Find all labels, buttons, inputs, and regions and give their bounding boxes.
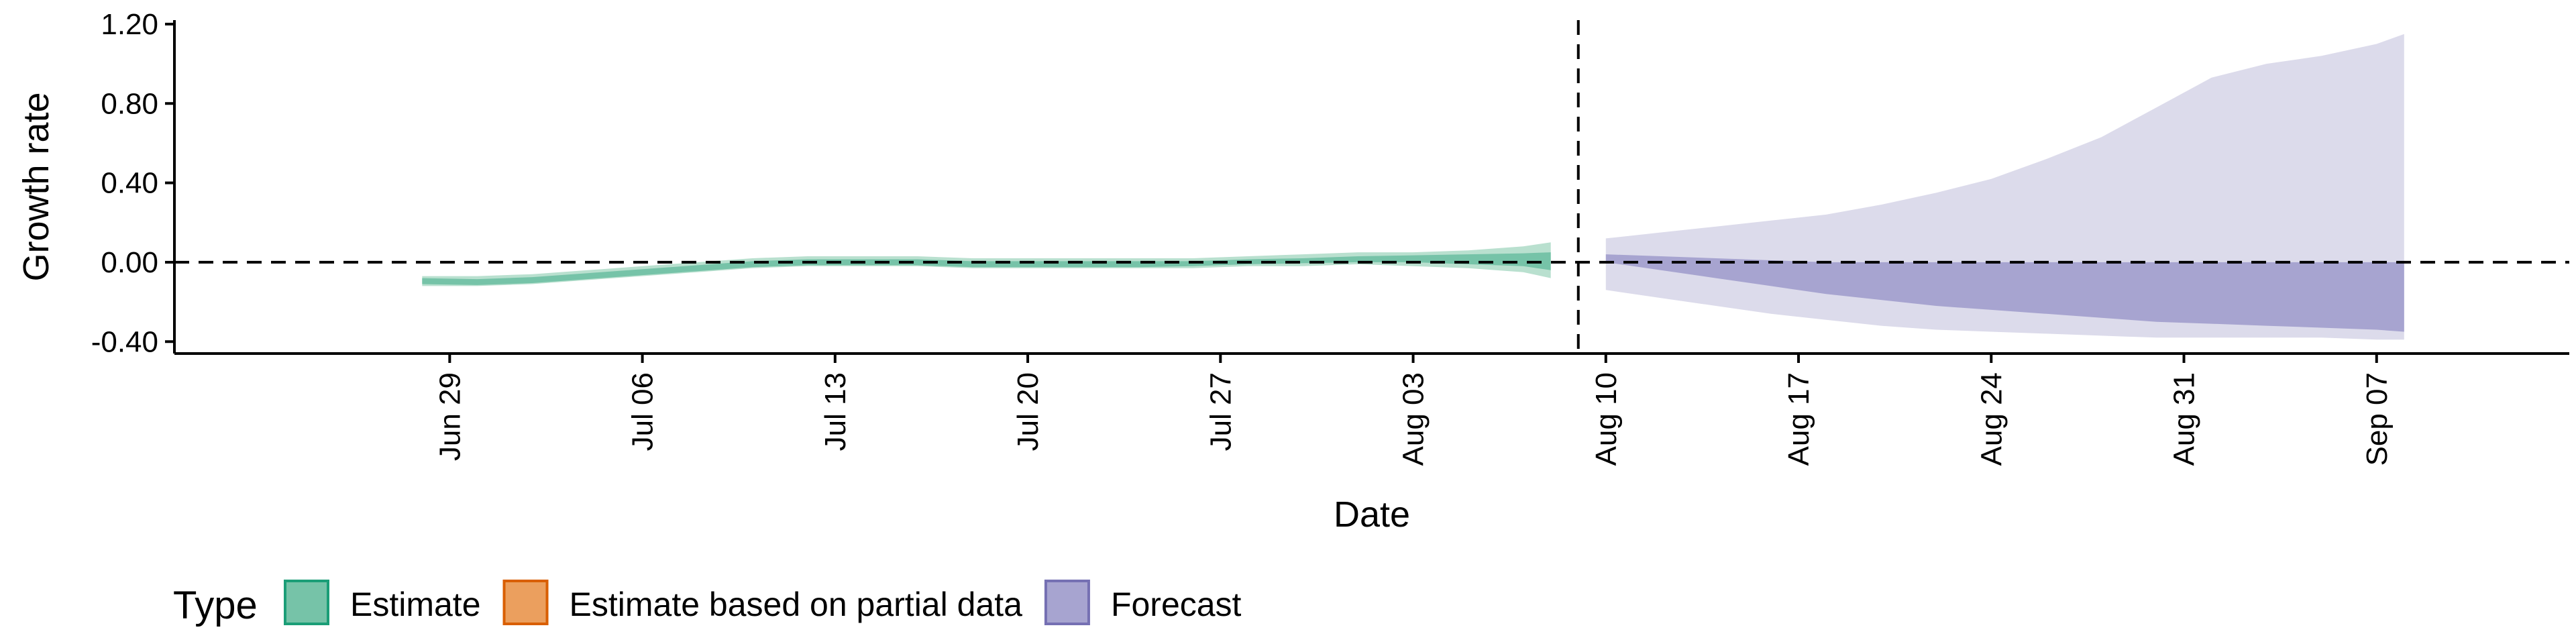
y-tick-label: 0.80 <box>101 87 158 120</box>
x-tick-label: Aug 24 <box>1975 372 2008 466</box>
y-tick-label: 0.40 <box>101 167 158 200</box>
x-tick-label: Jul 20 <box>1012 372 1044 451</box>
x-axis-title: Date <box>1334 494 1410 535</box>
x-tick-label: Jul 27 <box>1204 372 1237 451</box>
x-tick-label: Aug 03 <box>1397 372 1430 466</box>
x-tick-label: Jun 29 <box>433 372 466 461</box>
y-tick-label: 1.20 <box>101 8 158 41</box>
legend-swatch-estimate-based-on-partial-data <box>502 580 549 625</box>
x-tick-label: Jul 06 <box>627 372 659 451</box>
x-tick-label: Aug 17 <box>1782 372 1815 466</box>
legend-label-estimate: Estimate <box>350 586 481 623</box>
x-tick-label: Aug 31 <box>2168 372 2201 466</box>
forecast-inner-band <box>1605 254 2404 332</box>
series-bands <box>422 34 2404 340</box>
legend: Type Estimate Estimate based on partial d… <box>173 580 1242 627</box>
x-tick-label: Jul 13 <box>819 372 852 451</box>
axes: -0.40 0.00 0.40 0.80 1.20 Jun 29 Jul 06 Jul 13 J… <box>91 8 2569 466</box>
legend-swatch-estimate <box>284 580 329 625</box>
legend-label-forecast: Forecast <box>1111 586 1242 623</box>
y-tick-label: -0.40 <box>91 325 158 358</box>
legend-swatch-forecast <box>1044 580 1090 625</box>
y-axis-title: Growth rate <box>16 92 56 281</box>
estimate-inner-band <box>422 252 1551 285</box>
y-tick-label: 0.00 <box>101 246 158 279</box>
legend-label-estimate-based-on-partial-data: Estimate based on partial data <box>570 586 1023 623</box>
x-tick-label: Aug 10 <box>1590 372 1623 466</box>
x-tick-label: Sep 07 <box>2361 372 2394 466</box>
legend-title: Type <box>173 584 258 627</box>
